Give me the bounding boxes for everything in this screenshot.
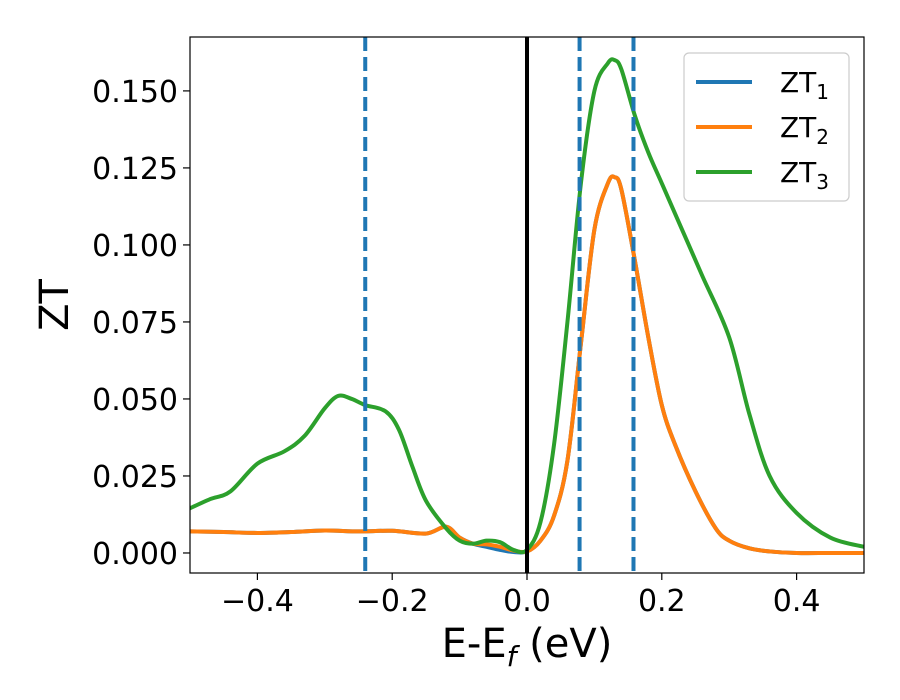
y-axis-label: ZT: [32, 279, 78, 331]
legend-label: ZT2: [780, 111, 829, 149]
x-axis: −0.4 −0.2 0.0 0.2 0.4: [221, 573, 820, 619]
legend-box: [683, 52, 850, 202]
x-tick-label: −0.2: [356, 584, 429, 619]
series-line-zt2: [190, 174, 864, 556]
y-tick-label: 0.125: [92, 152, 178, 187]
y-tick-label: 0.025: [92, 460, 178, 495]
vline-layer: [363, 37, 636, 573]
y-tick-label: 0.150: [92, 75, 178, 110]
y-tick-label: 0.075: [92, 306, 178, 341]
y-tick-label: 0.050: [92, 383, 178, 418]
legend: ZT1 ZT2 ZT3: [683, 52, 850, 202]
x-tick-label: −0.4: [221, 584, 294, 619]
x-axis-label: E-Ef (eV): [442, 621, 613, 673]
legend-label: ZT3: [780, 156, 829, 194]
y-tick-label: 0.000: [92, 537, 178, 572]
x-tick-label: 0.4: [773, 584, 821, 619]
x-axis-label-main: E-E: [442, 621, 507, 667]
x-axis-label-suffix: (eV): [516, 621, 612, 667]
x-tick-label: 0.2: [638, 584, 686, 619]
y-tick-label: 0.100: [92, 229, 178, 264]
x-tick-label: 0.0: [503, 584, 551, 619]
legend-label: ZT1: [780, 66, 829, 104]
y-axis: 0.000 0.025 0.050 0.075 0.100 0.125 0.150: [92, 75, 190, 572]
